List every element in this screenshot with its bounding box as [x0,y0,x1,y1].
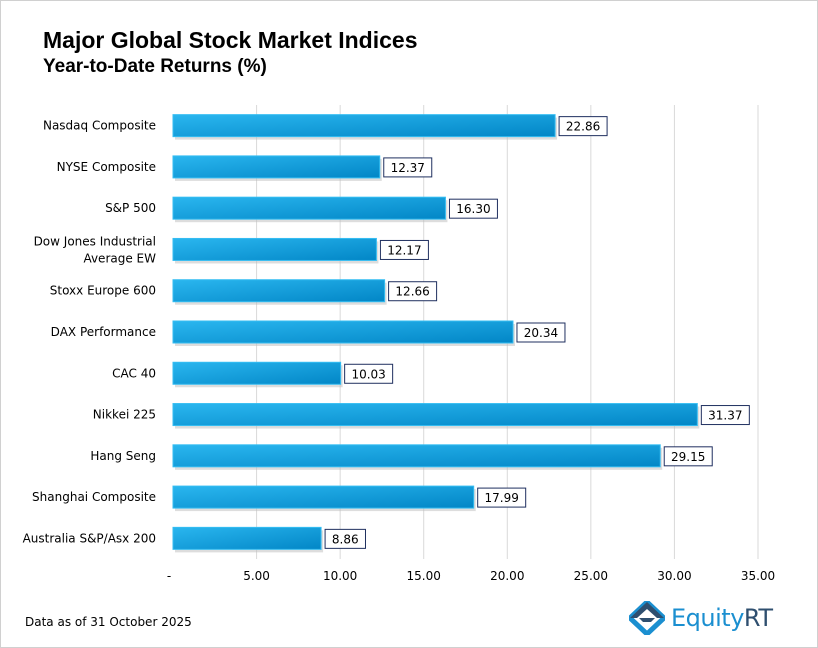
data-label-box [516,322,566,343]
data-label: 16.30 [456,202,490,216]
x-tick-label: 20.00 [490,569,524,583]
bar [172,237,377,261]
data-label: 12.17 [387,243,421,257]
bar [172,361,342,385]
data-label-box [379,239,429,260]
data-label: 8.86 [332,532,359,546]
category-label: Australia S&P/Asx 200 [23,531,156,545]
category-label: Shanghai Composite [32,490,156,504]
bar [172,403,698,427]
equityrt-logo-icon [629,601,665,635]
bar [172,196,446,220]
x-tick-label: 5.00 [243,569,270,583]
x-tick-label: 25.00 [574,569,608,583]
category-label: S&P 500 [105,201,156,215]
category-label: Hang Seng [90,449,156,463]
footnote: Data as of 31 October 2025 [25,615,192,629]
chart-subtitle: Year-to-Date Returns (%) [43,56,267,77]
category-label: Nasdaq Composite [43,119,156,133]
chart-title: Major Global Stock Market Indices [43,27,418,53]
category-label: CAC 40 [112,366,156,380]
bar [172,320,514,344]
bar [172,444,661,468]
data-label: 20.34 [524,326,558,340]
category-label: Dow Jones Industrial Average EW [34,234,157,265]
data-label: 29.15 [671,450,705,464]
bar [172,114,556,138]
data-label: 12.37 [391,161,425,175]
data-label-box [388,281,438,302]
data-label: 17.99 [485,491,519,505]
data-label-box [558,116,608,137]
data-label: 31.37 [708,409,742,423]
x-tick-label: 10.00 [323,569,357,583]
data-label: 22.86 [566,120,600,134]
data-label-box [383,157,433,178]
category-label: Nikkei 225 [93,408,156,422]
x-tick-label: 15.00 [407,569,441,583]
x-tick-label: - [167,569,171,583]
bar [172,526,322,550]
data-label-box [344,363,394,384]
data-label-box [448,198,498,219]
data-label: 12.66 [395,285,429,299]
category-label: Stoxx Europe 600 [50,284,156,298]
bar [172,279,386,303]
data-label-box [324,528,366,549]
x-tick-label: 35.00 [741,569,775,583]
bar [172,485,475,509]
data-label: 10.03 [351,367,385,381]
data-label-box [663,446,713,467]
category-label: DAX Performance [51,325,156,339]
equityrt-logo: EquityRT [629,601,773,635]
category-label: NYSE Composite [57,160,156,174]
data-label-box [700,405,750,426]
x-tick-label: 30.00 [657,569,691,583]
bar [172,155,381,179]
data-label-box [477,487,527,508]
